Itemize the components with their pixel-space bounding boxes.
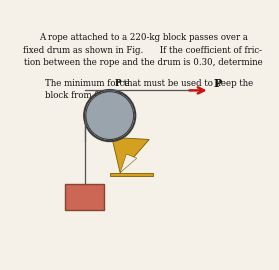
Circle shape [86,92,134,140]
Text: that must be used to keep the: that must be used to keep the [121,79,253,88]
Bar [65,184,104,210]
Text: block from falling.: block from falling. [45,91,124,100]
Polygon shape [112,137,149,173]
Polygon shape [120,154,137,173]
Polygon shape [110,173,153,176]
Text: 220 kg: 220 kg [67,193,103,202]
Text: P: P [115,79,121,88]
Text: A rope attached to a 220-kg block passes over a
fixed drum as shown in Fig.     : A rope attached to a 220-kg block passes… [23,33,263,67]
Text: The minimum force: The minimum force [45,79,133,88]
Text: P: P [214,78,222,89]
